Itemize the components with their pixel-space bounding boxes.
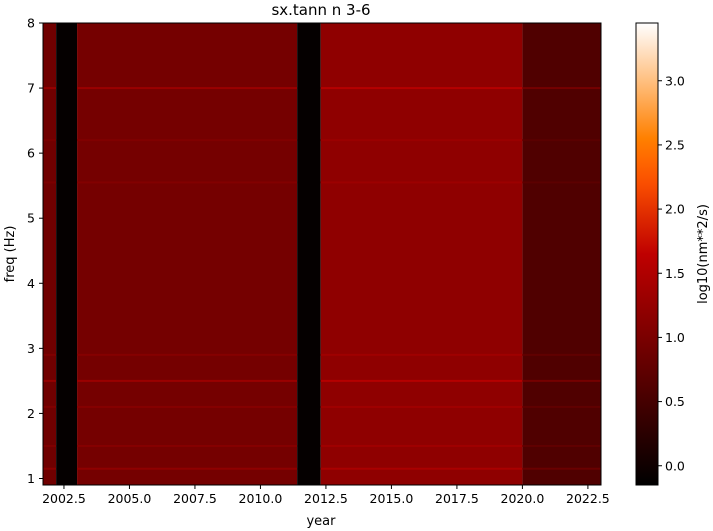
heatmap-band — [320, 353, 523, 356]
heatmap-band — [77, 139, 298, 142]
colorbar-gradient — [636, 23, 658, 485]
heatmap-band — [320, 467, 523, 470]
heatmap-band — [522, 139, 601, 142]
heatmap-band — [77, 444, 298, 447]
colorbar-tick-label: 1.5 — [665, 266, 685, 281]
heatmap-band — [77, 405, 298, 408]
y-axis: 1 2 3 4 5 6 7 8 — [27, 16, 43, 486]
heatmap-band — [320, 444, 523, 447]
x-tick-label: 2005.0 — [108, 491, 152, 506]
heatmap-band — [43, 467, 57, 470]
heatmap-band — [77, 87, 298, 90]
heatmap-band — [320, 379, 523, 382]
colorbar-tick-label: 0.5 — [665, 394, 685, 409]
heatmap-region — [43, 23, 57, 485]
x-tick-label: 2007.5 — [173, 491, 217, 506]
colorbar-tick-label: 1.0 — [665, 330, 685, 345]
heatmap-region — [297, 23, 321, 485]
x-axis: 2002.5 2005.0 2007.5 2010.0 2012.5 2015.0 2017… — [42, 485, 610, 506]
colorbar-ticks: 0.0 0.5 1.0 1.5 2.0 2.5 3.0 — [658, 73, 685, 473]
heatmap-band — [522, 87, 601, 90]
heatmap-band — [320, 87, 523, 90]
heatmap-band — [522, 379, 601, 382]
plot-frame — [42, 22, 602, 486]
plot-area — [42, 22, 602, 486]
heatmap-band — [43, 139, 57, 142]
heatmap-band — [43, 353, 57, 356]
heatmap-band — [77, 467, 298, 470]
x-tick-label: 2012.5 — [304, 491, 348, 506]
x-tick-label: 2020.0 — [501, 491, 545, 506]
heatmap-band — [43, 405, 57, 408]
y-tick-label: 1 — [27, 471, 35, 486]
colorbar-tick-label: 2.5 — [665, 137, 685, 152]
heatmap-band — [522, 181, 601, 184]
y-tick-label: 2 — [27, 406, 35, 421]
y-tick-label: 5 — [27, 211, 35, 226]
heatmap-region — [77, 23, 298, 485]
heatmap-band — [43, 444, 57, 447]
x-tick-label: 2017.5 — [435, 491, 479, 506]
heatmap-band — [522, 353, 601, 356]
y-tick-label: 8 — [27, 16, 35, 31]
y-axis-label: freq (Hz) — [3, 226, 18, 283]
heatmap-band — [43, 379, 57, 382]
x-tick-label: 2002.5 — [42, 491, 86, 506]
heatmap-band — [320, 139, 523, 142]
heatmap-region — [522, 23, 601, 485]
heatmap-band — [77, 379, 298, 382]
heatmap — [43, 23, 601, 485]
y-tick-label: 7 — [27, 81, 35, 96]
chart-title: sx.tann n 3-6 — [271, 1, 370, 19]
x-tick-label: 2022.5 — [566, 491, 610, 506]
heatmap-band — [522, 444, 601, 447]
colorbar-frame — [635, 22, 659, 486]
y-tick-label: 3 — [27, 341, 35, 356]
colorbar-tick-label: 3.0 — [665, 73, 685, 88]
y-tick-label: 4 — [27, 276, 35, 291]
heatmap-band — [77, 181, 298, 184]
heatmap-band — [77, 353, 298, 356]
heatmap-band — [43, 87, 57, 90]
colorbar-tick-label: 0.0 — [665, 458, 685, 473]
heatmap-band — [522, 405, 601, 408]
heatmap-region — [320, 23, 523, 485]
x-tick-label: 2010.0 — [239, 491, 283, 506]
heatmap-band — [522, 467, 601, 470]
heatmap-band — [43, 181, 57, 184]
heatmap-band — [320, 181, 523, 184]
y-tick-label: 6 — [27, 146, 35, 161]
colorbar-tick-label: 2.0 — [665, 202, 685, 217]
heatmap-band — [320, 405, 523, 408]
colorbar-label: log10(nm**2/s) — [696, 204, 711, 304]
x-axis-label: year — [306, 514, 336, 529]
x-tick-label: 2015.0 — [370, 491, 414, 506]
colorbar: 0.0 0.5 1.0 1.5 2.0 2.5 3.0 log10(nm**2/s) — [635, 22, 711, 486]
heatmap-region — [56, 23, 78, 485]
